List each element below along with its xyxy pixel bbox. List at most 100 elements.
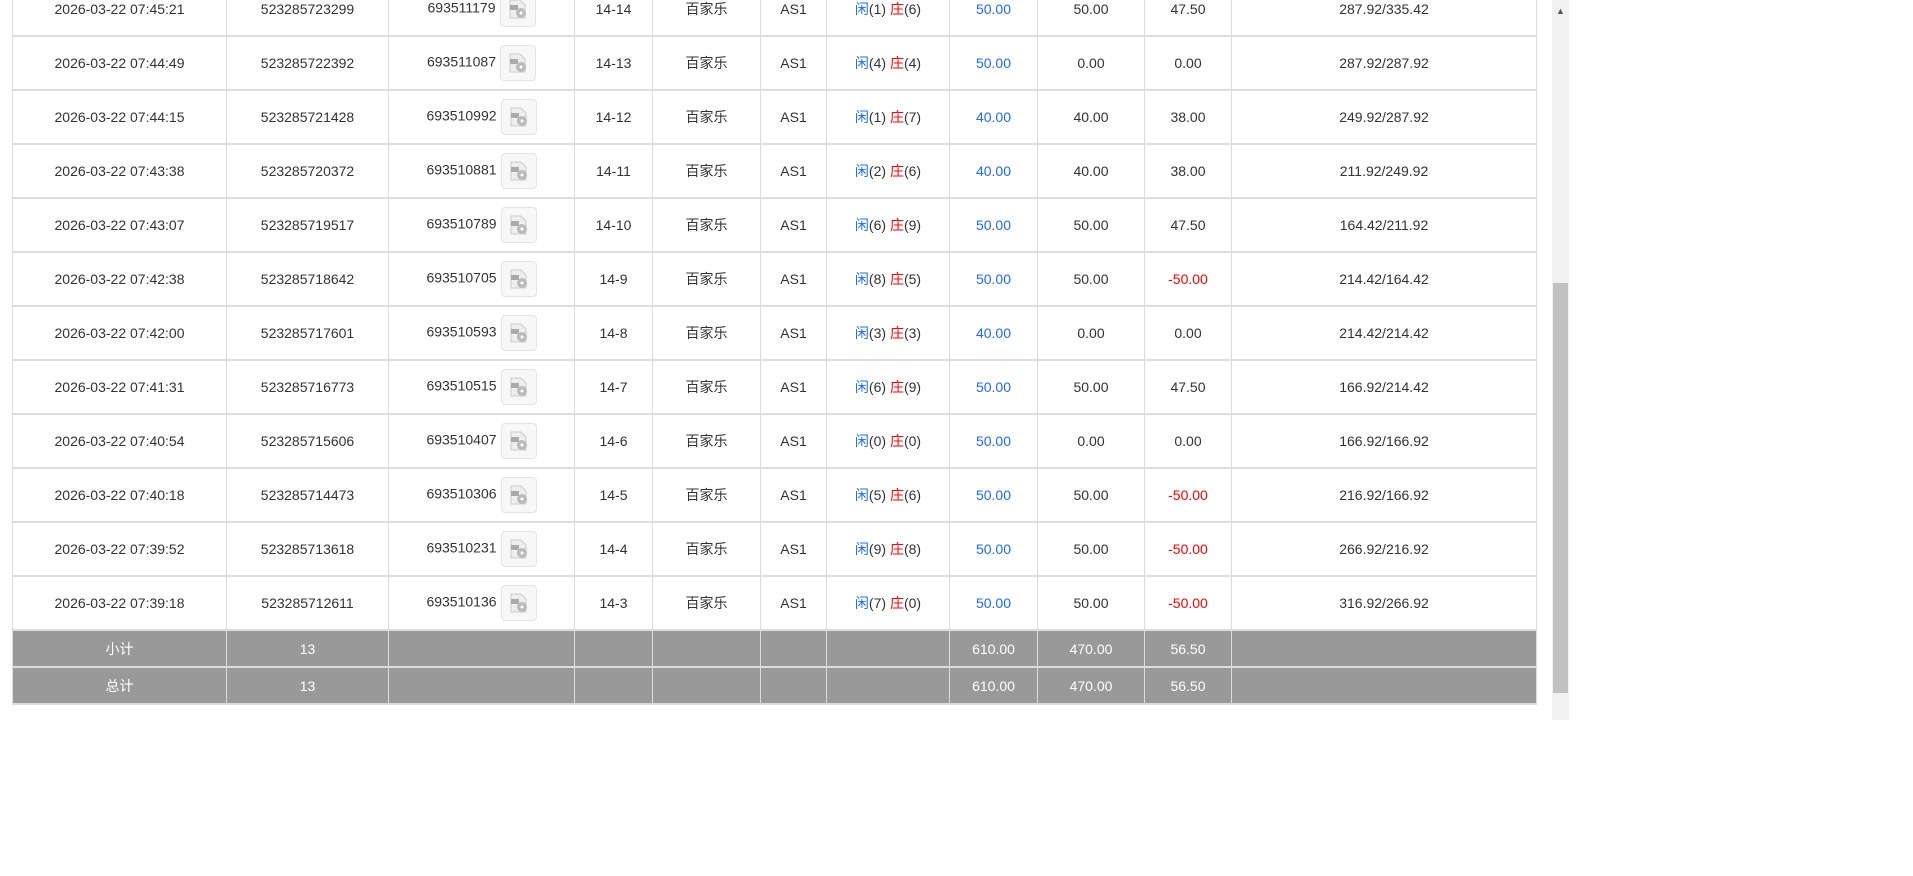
game-type: 百家乐 (652, 89, 761, 145)
table-code: AS1 (760, 521, 827, 577)
game-id-cell: 693511179 (388, 0, 575, 37)
video-replay-icon[interactable] (500, 45, 537, 81)
bet-time: 2026-03-22 07:39:18 (12, 575, 227, 631)
win-loss: 0.00 (1144, 35, 1232, 91)
bet-amount: 40.00 (949, 89, 1038, 145)
player-label: 闲 (854, 487, 869, 503)
bet-time: 2026-03-22 07:40:54 (12, 413, 227, 469)
table-code: AS1 (760, 35, 827, 91)
valid-bet: 50.00 (1037, 575, 1145, 631)
win-loss: 47.50 (1144, 0, 1232, 37)
result: 闲(1) 庄(7) (826, 89, 950, 145)
banker-points: 6 (908, 163, 917, 179)
table-row: 2026-03-22 07:43:38 523285720372 6935108… (12, 143, 1537, 199)
result: 闲(6) 庄(9) (826, 197, 950, 253)
round: 14-4 (574, 521, 653, 577)
game-id-cell: 693510515 (388, 359, 575, 415)
banker-points: 9 (908, 379, 917, 395)
scroll-up-arrow-icon[interactable]: ▲ (1556, 6, 1565, 16)
win-loss: 0.00 (1144, 305, 1232, 361)
result: 闲(2) 庄(6) (826, 143, 950, 199)
video-replay-icon[interactable] (500, 207, 537, 243)
video-replay-icon[interactable] (500, 315, 537, 351)
game-id-cell: 693510136 (388, 575, 575, 631)
round: 14-5 (574, 467, 653, 523)
video-replay-icon[interactable] (500, 585, 537, 621)
balance-before-after: 266.92/216.92 (1231, 521, 1537, 577)
result: 闲(5) 庄(6) (826, 467, 950, 523)
subtotal-row: 小计 13 610.00 470.00 56.50 (12, 629, 1537, 668)
bet-amount: 50.00 (949, 575, 1038, 631)
video-replay-icon[interactable] (500, 423, 537, 459)
win-loss: -50.00 (1144, 251, 1232, 307)
table-row: 2026-03-22 07:40:18 523285714473 6935103… (12, 467, 1537, 523)
subtotal-bet: 610.00 (949, 629, 1038, 668)
round: 14-6 (574, 413, 653, 469)
valid-bet: 50.00 (1037, 521, 1145, 577)
order-id: 523285719517 (226, 197, 389, 253)
video-replay-icon[interactable] (500, 531, 537, 567)
game-id-cell: 693510789 (388, 197, 575, 253)
player-points: 5 (873, 487, 882, 503)
total-bet: 610.00 (949, 666, 1038, 705)
video-replay-icon[interactable] (500, 153, 537, 189)
table-code: AS1 (760, 359, 827, 415)
balance-before-after: 164.42/211.92 (1231, 197, 1537, 253)
game-id-cell: 693510593 (388, 305, 575, 361)
total-row: 总计 13 610.00 470.00 56.50 (12, 666, 1537, 705)
banker-label: 庄 (889, 541, 904, 557)
bet-time: 2026-03-22 07:45:21 (12, 0, 227, 37)
order-id: 523285715606 (226, 413, 389, 469)
bet-amount: 50.00 (949, 359, 1038, 415)
player-label: 闲 (854, 163, 869, 179)
valid-bet: 50.00 (1037, 251, 1145, 307)
player-label: 闲 (854, 595, 869, 611)
win-loss: 0.00 (1144, 413, 1232, 469)
result: 闲(4) 庄(4) (826, 35, 950, 91)
video-replay-icon[interactable] (500, 99, 537, 135)
order-id: 523285714473 (226, 467, 389, 523)
table-code: AS1 (760, 251, 827, 307)
round: 14-14 (574, 0, 653, 37)
result: 闲(0) 庄(0) (826, 413, 950, 469)
banker-points: 0 (908, 433, 917, 449)
round: 14-8 (574, 305, 653, 361)
valid-bet: 0.00 (1037, 35, 1145, 91)
balance-before-after: 249.92/287.92 (1231, 89, 1537, 145)
table-row: 2026-03-22 07:39:52 523285713618 6935102… (12, 521, 1537, 577)
player-points: 0 (873, 433, 882, 449)
valid-bet: 0.00 (1037, 305, 1145, 361)
game-type: 百家乐 (652, 575, 761, 631)
player-label: 闲 (854, 217, 869, 233)
bet-amount: 50.00 (949, 521, 1038, 577)
banker-label: 庄 (889, 109, 904, 125)
table-code: AS1 (760, 575, 827, 631)
balance-before-after: 214.42/214.42 (1231, 305, 1537, 361)
balance-before-after: 287.92/335.42 (1231, 0, 1537, 37)
game-id: 693511087 (426, 53, 497, 70)
total-win: 56.50 (1144, 666, 1232, 705)
valid-bet: 50.00 (1037, 467, 1145, 523)
video-replay-icon[interactable] (499, 0, 536, 27)
result: 闲(1) 庄(6) (826, 0, 950, 37)
game-id-cell: 693511087 (388, 35, 575, 91)
game-id: 693510407 (426, 431, 497, 448)
scrollbar-thumb[interactable] (1553, 283, 1568, 693)
table-row: 2026-03-22 07:44:49 523285722392 6935110… (12, 35, 1537, 91)
total-count: 13 (226, 666, 389, 705)
banker-label: 庄 (889, 325, 904, 341)
banker-points: 3 (908, 325, 917, 341)
subtotal-label: 小计 (12, 629, 227, 668)
table-row: 2026-03-22 07:39:18 523285712611 6935101… (12, 575, 1537, 631)
banker-points: 9 (908, 217, 917, 233)
balance-before-after: 211.92/249.92 (1231, 143, 1537, 199)
player-points: 7 (873, 595, 882, 611)
win-loss: 47.50 (1144, 359, 1232, 415)
video-replay-icon[interactable] (500, 369, 537, 405)
total-valid: 470.00 (1037, 666, 1145, 705)
game-id-cell: 693510306 (388, 467, 575, 523)
balance-before-after: 216.92/166.92 (1231, 467, 1537, 523)
video-replay-icon[interactable] (500, 477, 537, 513)
video-replay-icon[interactable] (500, 261, 537, 297)
order-id: 523285722392 (226, 35, 389, 91)
